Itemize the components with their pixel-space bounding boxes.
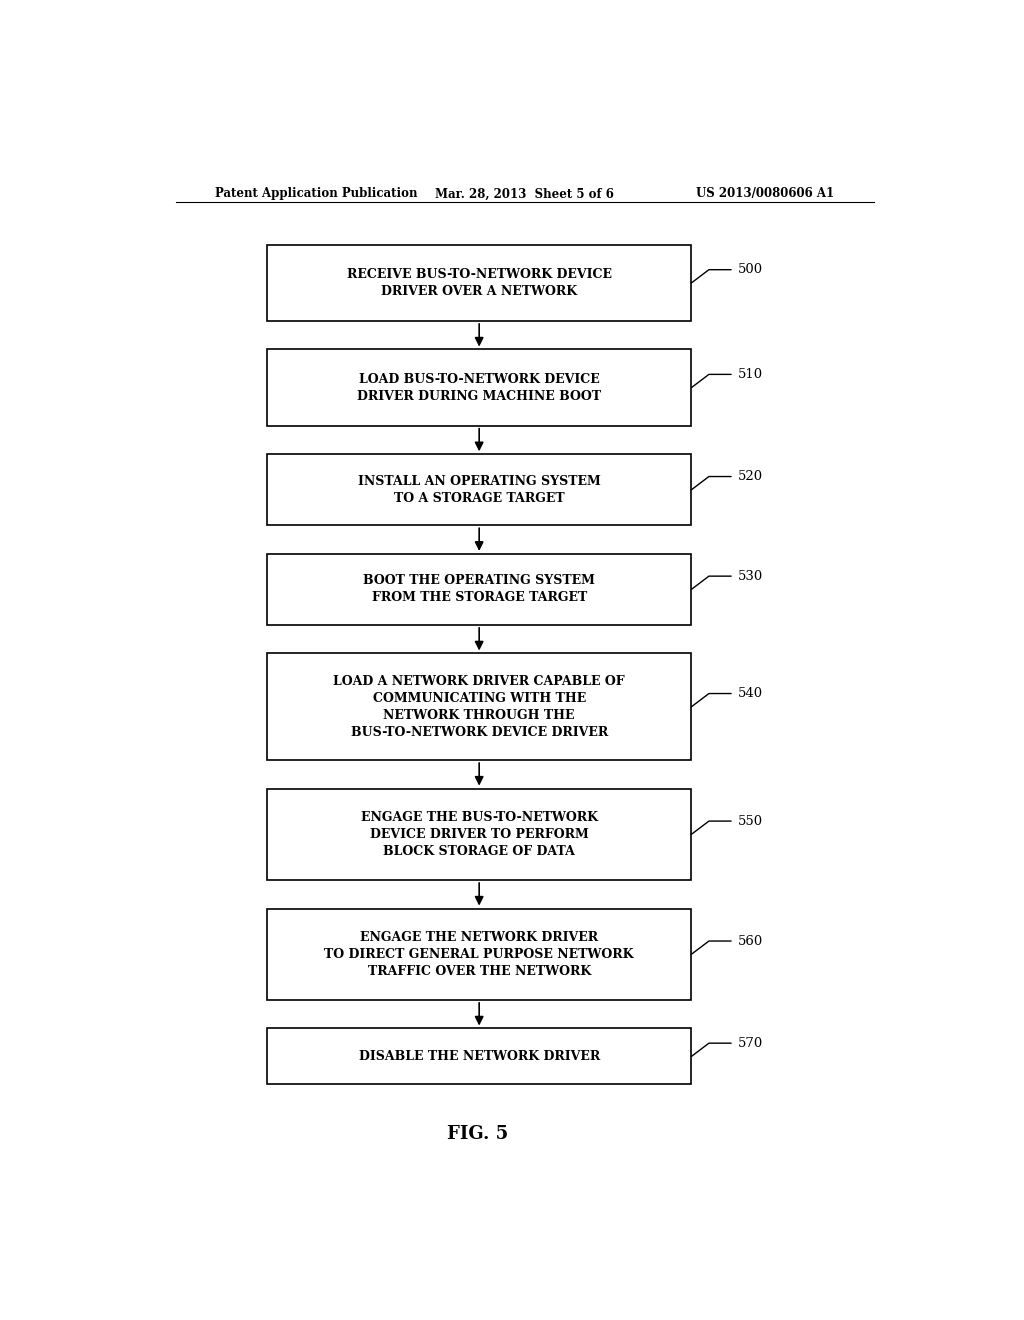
Text: 500: 500 xyxy=(737,263,763,276)
Bar xyxy=(267,1028,691,1084)
Text: 530: 530 xyxy=(737,570,763,582)
Text: ENGAGE THE NETWORK DRIVER
TO DIRECT GENERAL PURPOSE NETWORK
TRAFFIC OVER THE NET: ENGAGE THE NETWORK DRIVER TO DIRECT GENE… xyxy=(325,931,634,978)
Text: LOAD BUS-TO-NETWORK DEVICE
DRIVER DURING MACHINE BOOT: LOAD BUS-TO-NETWORK DEVICE DRIVER DURING… xyxy=(357,372,601,403)
Bar xyxy=(267,350,691,426)
Text: LOAD A NETWORK DRIVER CAPABLE OF
COMMUNICATING WITH THE
NETWORK THROUGH THE
BUS-: LOAD A NETWORK DRIVER CAPABLE OF COMMUNI… xyxy=(334,675,625,739)
Text: 520: 520 xyxy=(737,470,763,483)
Text: 540: 540 xyxy=(737,686,763,700)
Bar xyxy=(267,454,691,525)
Bar xyxy=(267,554,691,624)
Text: Mar. 28, 2013  Sheet 5 of 6: Mar. 28, 2013 Sheet 5 of 6 xyxy=(435,187,614,201)
Text: INSTALL AN OPERATING SYSTEM
TO A STORAGE TARGET: INSTALL AN OPERATING SYSTEM TO A STORAGE… xyxy=(357,475,600,504)
Text: 560: 560 xyxy=(737,935,763,948)
Text: DISABLE THE NETWORK DRIVER: DISABLE THE NETWORK DRIVER xyxy=(358,1049,600,1063)
Text: BOOT THE OPERATING SYSTEM
FROM THE STORAGE TARGET: BOOT THE OPERATING SYSTEM FROM THE STORA… xyxy=(364,574,595,605)
Text: 550: 550 xyxy=(737,814,763,828)
Text: ENGAGE THE BUS-TO-NETWORK
DEVICE DRIVER TO PERFORM
BLOCK STORAGE OF DATA: ENGAGE THE BUS-TO-NETWORK DEVICE DRIVER … xyxy=(360,810,598,858)
Bar xyxy=(267,788,691,880)
Bar xyxy=(267,653,691,760)
Bar xyxy=(267,244,691,321)
Text: 510: 510 xyxy=(737,368,763,381)
Text: RECEIVE BUS-TO-NETWORK DEVICE
DRIVER OVER A NETWORK: RECEIVE BUS-TO-NETWORK DEVICE DRIVER OVE… xyxy=(347,268,611,298)
Text: FIG. 5: FIG. 5 xyxy=(446,1125,508,1143)
Text: Patent Application Publication: Patent Application Publication xyxy=(215,187,418,201)
Text: 570: 570 xyxy=(737,1036,763,1049)
Text: US 2013/0080606 A1: US 2013/0080606 A1 xyxy=(696,187,835,201)
Bar xyxy=(267,908,691,1001)
